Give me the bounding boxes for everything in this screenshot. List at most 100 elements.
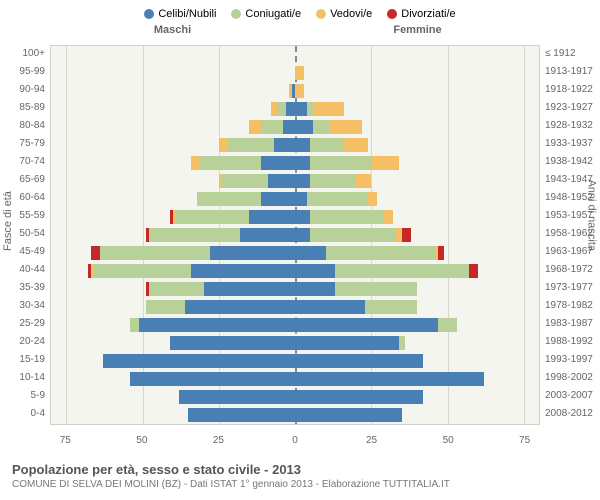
- year-label: 1978-1982: [545, 297, 600, 315]
- legend-item: Divorziati/e: [387, 8, 455, 20]
- bar-segment-female: [313, 102, 344, 116]
- bar-row: [51, 101, 539, 117]
- bar-segment-female: [295, 282, 335, 296]
- bar-segment-female: [295, 174, 310, 188]
- bar-segment-male: [191, 156, 200, 170]
- legend-item: Vedovi/e: [316, 8, 372, 20]
- legend-label: Vedovi/e: [330, 8, 372, 20]
- bar-row: [51, 155, 539, 171]
- bar-segment-male: [210, 246, 295, 260]
- year-label: 1958-1962: [545, 225, 600, 243]
- bar-segment-female: [310, 174, 356, 188]
- year-label: 1918-1922: [545, 81, 600, 99]
- age-label: 5-9: [0, 387, 45, 405]
- bar-row: [51, 83, 539, 99]
- bar-segment-female: [438, 246, 444, 260]
- bar-segment-male: [103, 354, 295, 368]
- bar-segment-male: [146, 300, 186, 314]
- bar-segment-male: [170, 210, 173, 224]
- age-label: 20-24: [0, 333, 45, 351]
- bar-row: [51, 209, 539, 225]
- bar-segment-male: [204, 282, 296, 296]
- age-label: 95-99: [0, 63, 45, 81]
- bar-segment-female: [310, 210, 383, 224]
- bar-segment-male: [222, 174, 268, 188]
- year-label: 1923-1927: [545, 99, 600, 117]
- bar-segment-male: [170, 336, 295, 350]
- x-tick: 25: [366, 435, 377, 446]
- bar-segment-male: [91, 264, 94, 278]
- x-tick: 50: [136, 435, 147, 446]
- bar-segment-male: [249, 120, 261, 134]
- bar-segment-female: [365, 300, 417, 314]
- bar-segment-male: [274, 138, 295, 152]
- year-label: 1913-1917: [545, 63, 600, 81]
- bar-segment-male: [100, 246, 210, 260]
- legend-item: Celibi/Nubili: [144, 8, 216, 20]
- year-label: 2003-2007: [545, 387, 600, 405]
- age-label: 100+: [0, 45, 45, 63]
- legend-dot: [316, 9, 326, 19]
- bar-row: [51, 263, 539, 279]
- age-label: 70-74: [0, 153, 45, 171]
- bar-segment-male: [271, 102, 277, 116]
- x-tick: 75: [519, 435, 530, 446]
- bar-segment-male: [228, 138, 274, 152]
- bar-segment-female: [295, 210, 310, 224]
- female-header: Femmine: [295, 24, 540, 36]
- legend-dot: [387, 9, 397, 19]
- age-label: 85-89: [0, 99, 45, 117]
- bar-segment-female: [295, 354, 423, 368]
- bar-segment-female: [295, 246, 326, 260]
- chart-subtitle: COMUNE DI SELVA DEI MOLINI (BZ) - Dati I…: [12, 479, 588, 490]
- legend-item: Coniugati/e: [231, 8, 301, 20]
- age-label: 80-84: [0, 117, 45, 135]
- x-tick: 0: [292, 435, 298, 446]
- year-label: 1938-1942: [545, 153, 600, 171]
- year-label: 1998-2002: [545, 369, 600, 387]
- year-axis: ≤ 19121913-19171918-19221923-19271928-19…: [545, 45, 600, 423]
- age-label: 55-59: [0, 207, 45, 225]
- bar-segment-female: [399, 336, 405, 350]
- bar-segment-male: [149, 228, 241, 242]
- bar-segment-male: [249, 210, 295, 224]
- bar-row: [51, 137, 539, 153]
- age-label: 60-64: [0, 189, 45, 207]
- bar-segment-male: [130, 372, 295, 386]
- bar-row: [51, 65, 539, 81]
- bar-segment-female: [310, 156, 371, 170]
- bar-segment-female: [295, 300, 365, 314]
- year-label: 1933-1937: [545, 135, 600, 153]
- population-pyramid-chart: Celibi/Nubili Coniugati/e Vedovi/e Divorzia…: [0, 0, 600, 500]
- bar-segment-male: [200, 156, 261, 170]
- age-label: 25-29: [0, 315, 45, 333]
- bar-segment-female: [344, 138, 368, 152]
- legend-dot: [231, 9, 241, 19]
- bar-segment-female: [295, 66, 304, 80]
- gender-headers: Maschi Femmine: [0, 24, 600, 36]
- bar-segment-male: [283, 120, 295, 134]
- bar-segment-female: [295, 84, 304, 98]
- legend-label: Coniugati/e: [245, 8, 301, 20]
- age-label: 30-34: [0, 297, 45, 315]
- year-label: 1953-1957: [545, 207, 600, 225]
- bar-segment-male: [130, 318, 139, 332]
- bar-segment-male: [219, 138, 228, 152]
- year-label: ≤ 1912: [545, 45, 600, 63]
- bar-segment-male: [139, 318, 295, 332]
- bar-row: [51, 299, 539, 315]
- title-block: Popolazione per età, sesso e stato civil…: [12, 462, 588, 490]
- x-tick: 25: [213, 435, 224, 446]
- bar-segment-female: [368, 192, 377, 206]
- chart-title: Popolazione per età, sesso e stato civil…: [12, 462, 588, 477]
- bar-row: [51, 245, 539, 261]
- bar-segment-male: [173, 210, 176, 224]
- bar-segment-female: [335, 264, 469, 278]
- bar-row: [51, 371, 539, 387]
- bar-segment-female: [371, 156, 398, 170]
- bar-segment-male: [185, 300, 295, 314]
- bar-segment-female: [438, 318, 456, 332]
- bar-segment-female: [295, 228, 310, 242]
- bar-segment-female: [295, 408, 402, 422]
- age-label: 35-39: [0, 279, 45, 297]
